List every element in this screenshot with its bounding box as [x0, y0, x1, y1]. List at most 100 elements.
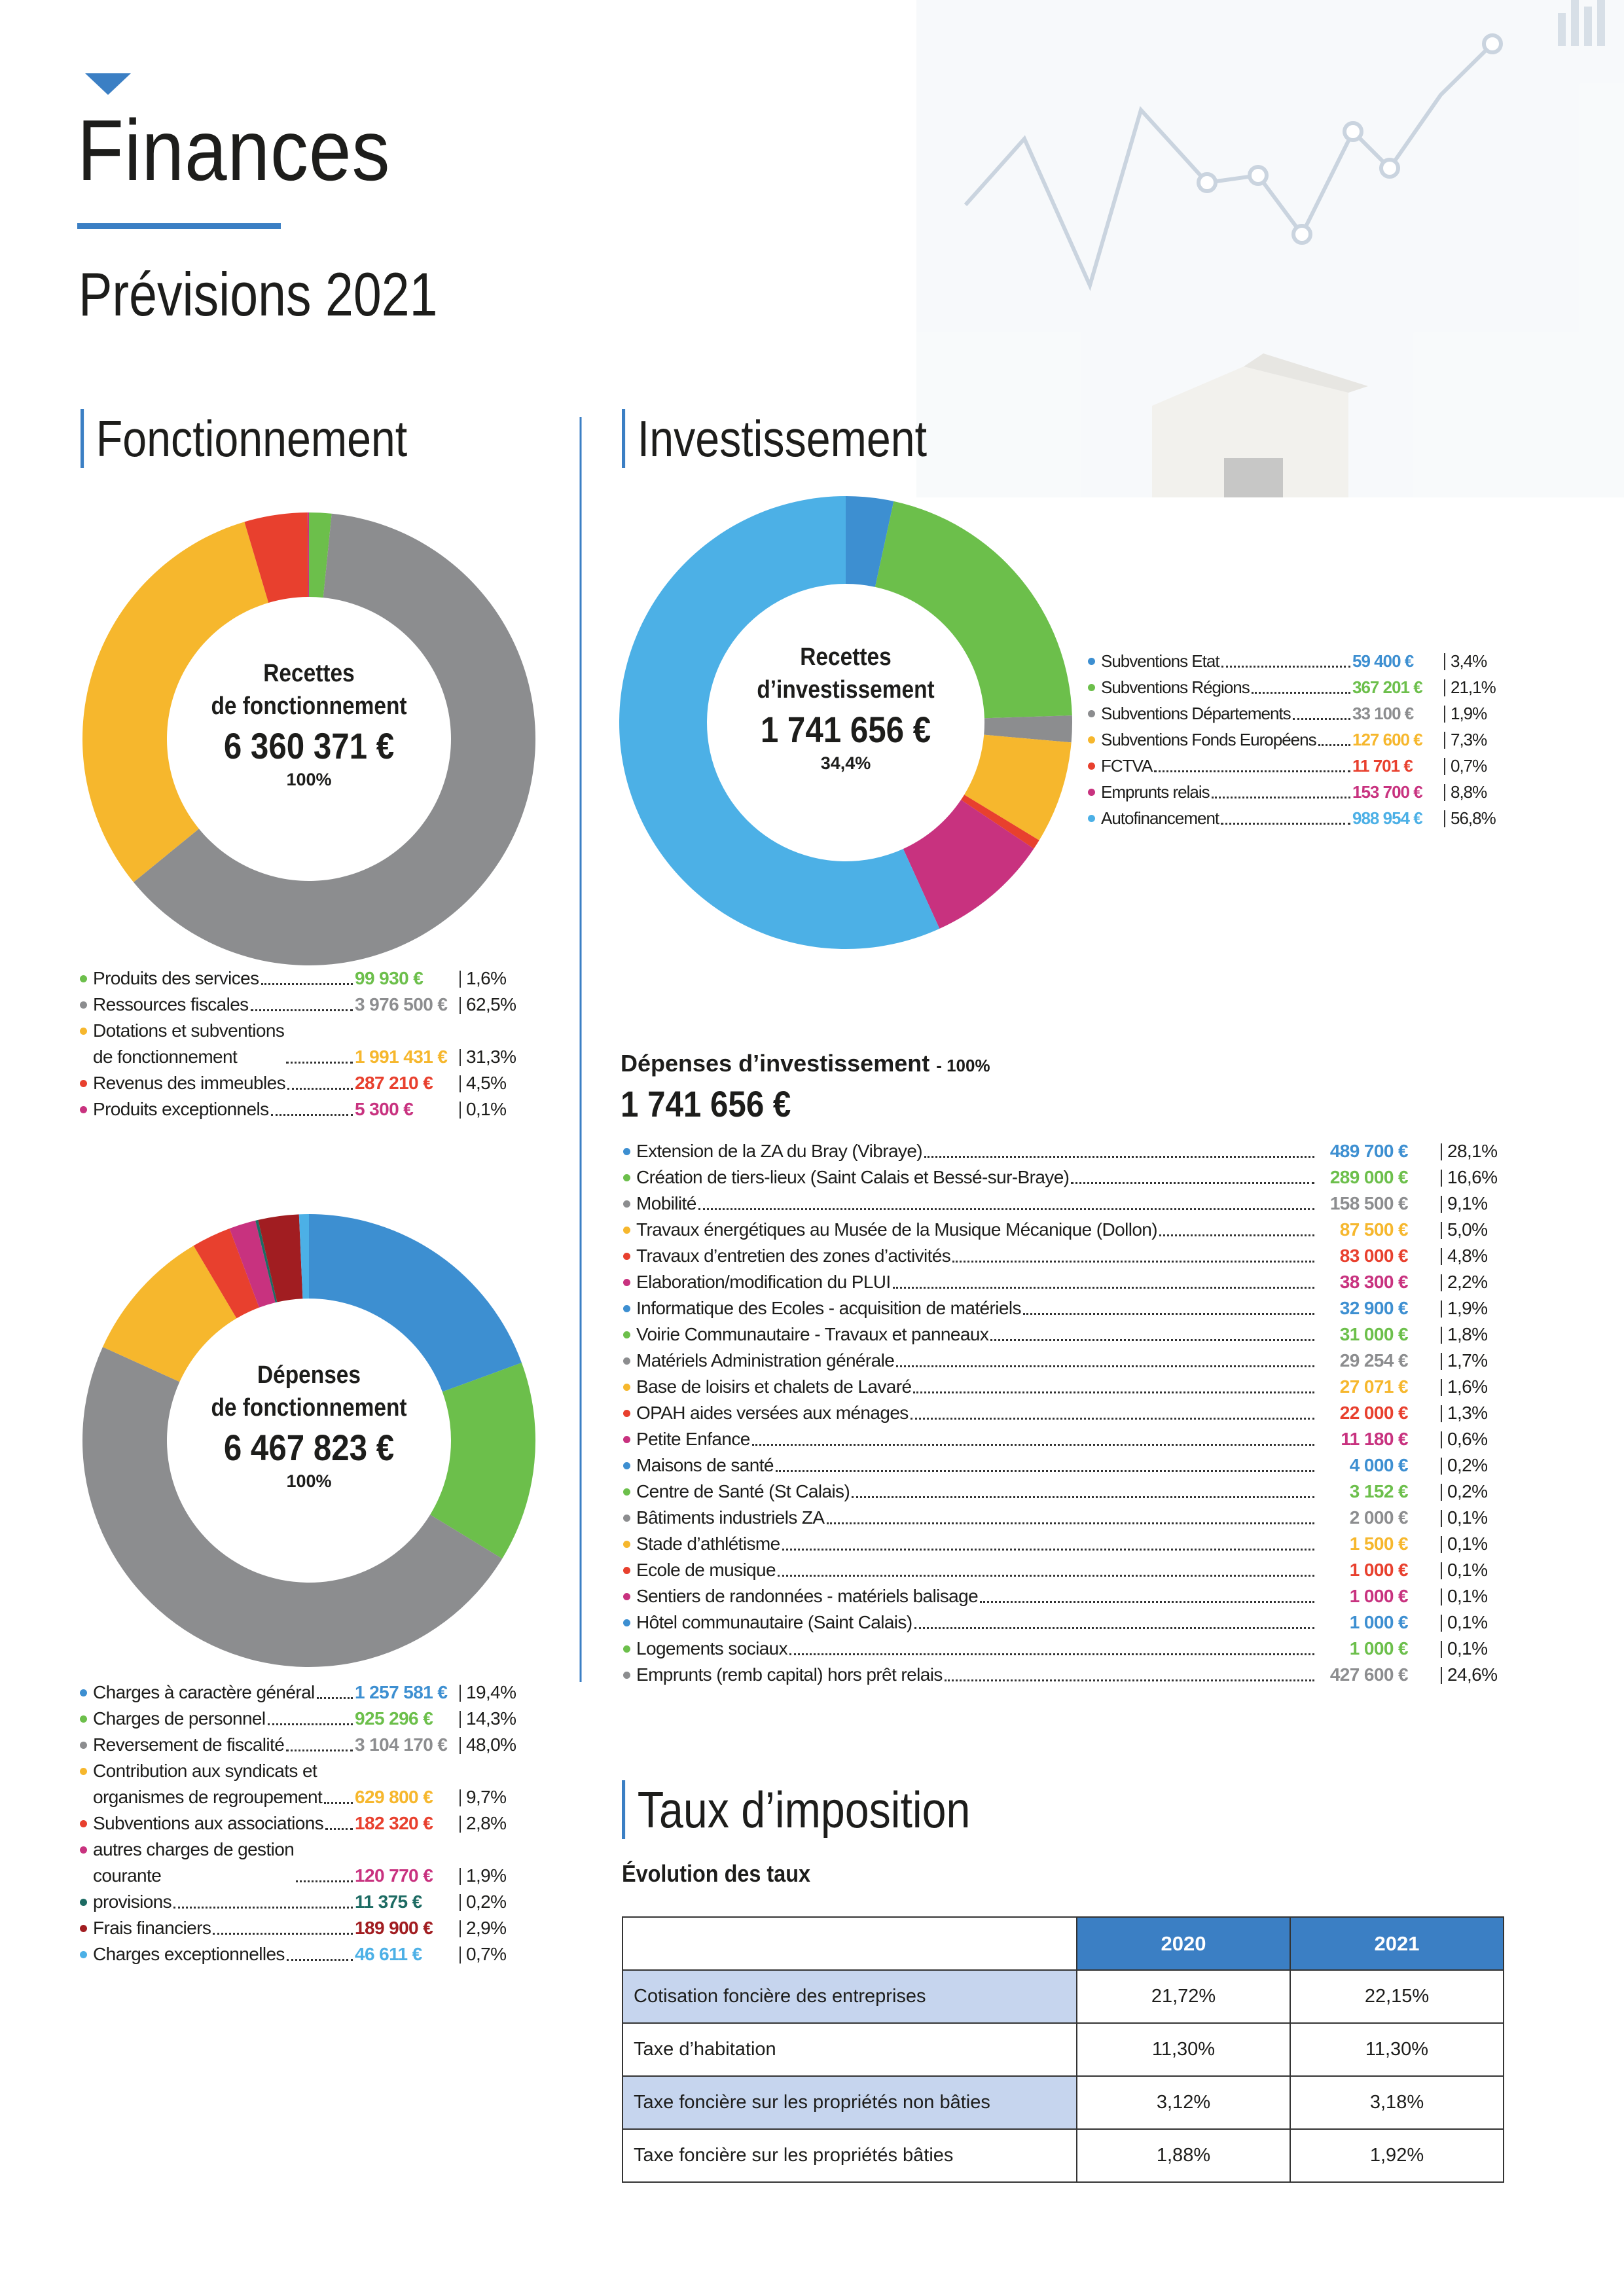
list-percent: 1,7%: [1441, 1348, 1517, 1374]
legend-amount: 287 210 €: [355, 1073, 433, 1093]
table-row-label: Taxe d’habitation: [622, 2022, 1077, 2077]
legend-percent: 48,0%: [460, 1732, 537, 1758]
dot-leader: [990, 1339, 1314, 1341]
list-percent: 0,2%: [1441, 1479, 1517, 1505]
table-column-header: 2021: [1290, 1916, 1504, 1971]
donut-segment: [846, 496, 894, 587]
list-percent: 0,1%: [1441, 1531, 1517, 1557]
donut-total: 1 741 656 €: [760, 709, 931, 750]
legend-item: Charges de personnel 925 296 € 14,3%: [77, 1706, 537, 1732]
legend-amount: 127 600 €: [1352, 730, 1423, 749]
legend-item: autres charges de gestion courante 120 77…: [77, 1837, 537, 1889]
legend-dot: [80, 1080, 87, 1087]
list-label: OPAH aides versées aux ménages: [636, 1403, 909, 1423]
donut-segment: [193, 1228, 259, 1319]
list-amount: 27 071 €: [1339, 1376, 1409, 1397]
dot-leader: [261, 983, 353, 985]
donut-share: 100%: [286, 1471, 332, 1491]
legend: Produits des services 99 930 €1,6% Ressour…: [77, 965, 537, 1122]
legend-dot: [1088, 684, 1095, 691]
legend-amount: 629 800 €: [355, 1787, 433, 1807]
legend-percent: 1,9%: [460, 1863, 537, 1889]
list-percent: 0,1%: [1441, 1636, 1517, 1662]
list-label: Logements sociaux: [636, 1638, 788, 1659]
list-label: Création de tiers-lieux (Saint Calais et…: [636, 1167, 1070, 1187]
list-item: Informatique des Ecoles - acquisition de…: [621, 1295, 1517, 1321]
dot-leader: [980, 1601, 1314, 1603]
list-dot: [623, 1593, 630, 1600]
dot-leader: [213, 1933, 353, 1935]
legend-dot: [80, 1715, 87, 1723]
dot-leader: [777, 1575, 1314, 1577]
legend-label: Subventions Départements: [1101, 704, 1291, 723]
dot-leader: [287, 1088, 353, 1090]
legend-label: Subventions Fonds Européens: [1101, 730, 1317, 749]
legend-label: Charges exceptionnelles: [93, 1944, 285, 1964]
list-dot: [623, 1200, 630, 1208]
list-percent: 24,6%: [1441, 1662, 1517, 1688]
legend-item: Subventions Régions 367 201 € 21,1%: [1085, 674, 1517, 700]
legend-label: autres charges de gestion courante: [93, 1839, 295, 1886]
list-amount: 489 700 €: [1329, 1141, 1409, 1161]
donut-segment: [309, 1214, 522, 1392]
dot-leader: [173, 1907, 353, 1909]
legend: Subventions Etat 59 400 €3,4% Subventions …: [1085, 648, 1517, 831]
table-corner: [622, 1916, 1077, 1971]
donut-center: Recettes d’investissement 1 741 656 € 34,4…: [695, 641, 996, 773]
donut-total: 6 467 823 €: [223, 1427, 395, 1468]
list-percent: 1,3%: [1441, 1400, 1517, 1426]
list-dot: [623, 1436, 630, 1443]
list-percent: 2,2%: [1441, 1269, 1517, 1295]
list-amount: 4 000 €: [1349, 1455, 1409, 1475]
legend-amount: 1 991 431 €: [355, 1047, 448, 1067]
legend-percent: 1,6%: [460, 965, 537, 992]
dot-leader: [952, 1261, 1314, 1263]
table-value: 1,92%: [1290, 2128, 1504, 2183]
table-row-label: Cotisation foncière des entreprises: [622, 1969, 1077, 2024]
donut-segment: [82, 1346, 503, 1667]
legend-dot: [80, 1925, 87, 1932]
list-label: Maisons de santé: [636, 1455, 774, 1475]
legend-dot: [80, 975, 87, 982]
list-item: OPAH aides versées aux ménages 22 000 € 1,…: [621, 1400, 1517, 1426]
donut-center: Dépenses de fonctionnement 6 467 823 € 100…: [158, 1359, 460, 1491]
dot-leader: [1221, 666, 1350, 668]
dot-leader: [267, 1723, 353, 1725]
legend-dot: [1088, 789, 1095, 796]
list-item: Logements sociaux 1 000 € 0,1%: [621, 1636, 1517, 1662]
list-label: Mobilité: [636, 1193, 696, 1213]
list-label: Travaux énergétiques au Musée de la Musi…: [636, 1219, 1158, 1240]
header-rule: [77, 223, 281, 229]
list-label: Ecole de musique: [636, 1560, 776, 1580]
table-value: 11,30%: [1290, 2022, 1504, 2077]
legend-item: Dotations et subventions de fonctionneme…: [77, 1018, 537, 1070]
legend-percent: 21,1%: [1444, 674, 1517, 700]
list-dot: [623, 1279, 630, 1286]
list-percent: 4,8%: [1441, 1243, 1517, 1269]
dot-leader: [286, 1749, 353, 1751]
list-item: Maisons de santé 4 000 € 0,2%: [621, 1452, 1517, 1479]
legend-label: Charges de personnel: [93, 1708, 266, 1729]
list-item: Travaux énergétiques au Musée de la Musi…: [621, 1217, 1517, 1243]
legend-item: Contribution aux syndicats et organismes…: [77, 1758, 537, 1810]
list-percent: 0,6%: [1441, 1426, 1517, 1452]
dot-leader: [914, 1627, 1314, 1629]
list-percent: 0,1%: [1441, 1609, 1517, 1636]
house: [1152, 353, 1368, 497]
legend-percent: 7,3%: [1444, 726, 1517, 753]
list-label: Petite Enfance: [636, 1429, 750, 1449]
expense-list: Extension de la ZA du Bray (Vibraye) 489 …: [621, 1138, 1517, 1688]
donut-segment: [875, 501, 1072, 719]
list-dot: [623, 1567, 630, 1574]
dot-leader: [296, 1880, 353, 1882]
legend-label: Revenus des immeubles: [93, 1073, 286, 1093]
legend-item: Subventions Etat 59 400 € 3,4%: [1085, 648, 1517, 674]
legend-dot: [80, 1820, 87, 1827]
legend-amount: 367 201 €: [1352, 677, 1423, 697]
legend-label: Subventions Etat: [1101, 651, 1220, 671]
dot-leader: [324, 1802, 353, 1804]
list-amount: 1 000 €: [1349, 1638, 1409, 1659]
dot-leader: [1318, 744, 1350, 746]
legend-dot: [80, 1689, 87, 1696]
legend-percent: 9,7%: [460, 1784, 537, 1810]
